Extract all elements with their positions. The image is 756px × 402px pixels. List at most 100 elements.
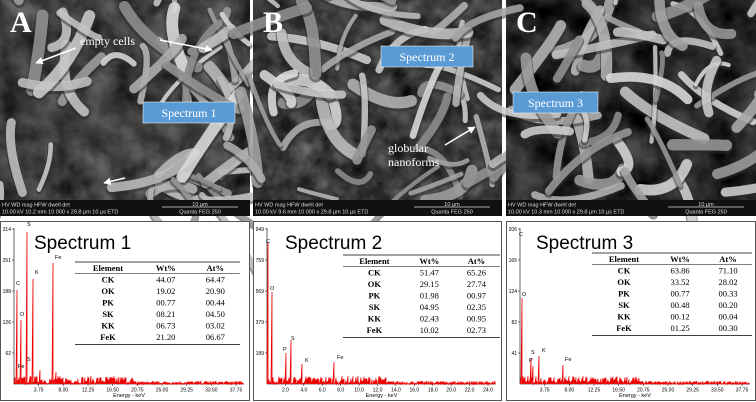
table-cell: 00.95	[467, 314, 486, 324]
fiber	[33, 10, 96, 99]
table-cell: PK	[368, 291, 380, 301]
table-cell: 04.50	[206, 309, 225, 319]
y-tick-label: 82	[511, 320, 517, 326]
table-cell: 33.52	[670, 277, 689, 287]
fiber	[552, 35, 584, 83]
table-header: At%	[719, 254, 736, 264]
fiber	[426, 155, 470, 167]
table-cell: 00.97	[467, 291, 486, 301]
table-cell: 02.35	[467, 302, 486, 312]
table-cell: CK	[102, 275, 115, 285]
fiber	[352, 125, 376, 165]
annotation-arrow	[103, 177, 126, 186]
fiber	[319, 28, 396, 73]
x-tick-label: 22.0	[465, 388, 475, 394]
x-tick-label: 29.25	[686, 388, 699, 394]
scale-label: 10 µm	[698, 202, 714, 208]
table-cell: 64.47	[206, 275, 225, 285]
fiber	[451, 4, 524, 42]
peak-label: K	[305, 358, 309, 364]
fiber	[747, 0, 756, 18]
fiber	[666, 139, 733, 151]
peak-label: S	[531, 350, 535, 356]
table-cell: 27.74	[467, 279, 487, 289]
spectrum: 949 759 569 379 189 2.0 4.0 6.0 8.0 10.0 12.0 14.0 1…	[253, 221, 502, 401]
fiber	[100, 52, 137, 67]
scale-label: 10 µm	[192, 202, 208, 208]
spectrum-trace	[519, 297, 750, 386]
x-tick-label: 16.50	[612, 388, 625, 394]
x-tick-label: 3.75	[34, 388, 44, 394]
instrument: Quanta FEG 250	[431, 210, 473, 216]
info-header: HV WD mag HFW dwell det	[2, 203, 70, 209]
annotation: globular	[388, 141, 428, 155]
peak-label: K	[542, 348, 546, 354]
fiber	[634, 158, 693, 196]
info-values: 10.00 kV 10.2 mm 10 000 x 29.8 µm 10 µs …	[2, 210, 118, 216]
table-cell: CK	[618, 266, 631, 276]
fiber	[137, 42, 150, 105]
peak-label: Fe	[565, 357, 571, 363]
peak-label: P	[529, 358, 533, 364]
fiber	[347, 78, 417, 109]
x-tick-label: 6.0	[319, 388, 326, 394]
x-tick-label: 8.00	[58, 388, 68, 394]
x-tick-label: 12.25	[82, 388, 95, 394]
annotation: nanoforms	[388, 155, 440, 169]
x-axis-label: Energy - keV	[366, 393, 398, 399]
peak-label: O	[270, 286, 275, 292]
table-cell: SK	[369, 302, 381, 312]
peak-label: Fe	[55, 255, 61, 261]
table-cell: 00.33	[718, 289, 737, 299]
fiber	[581, 0, 613, 81]
x-tick-label: 20.75	[637, 388, 650, 394]
table-header: Element	[93, 263, 123, 273]
fiber	[166, 2, 190, 73]
fiber	[414, 92, 452, 152]
table-header: Wt%	[156, 263, 176, 273]
table-cell: FeK	[367, 325, 383, 335]
spectrum-label: Spectrum 1	[162, 106, 217, 120]
fiber	[712, 149, 756, 180]
spectrum: 206 165 124 82 41 3.75 8.00 12.25 16.50 20.75 25.0…	[506, 221, 756, 401]
table-cell: 10.02	[420, 325, 439, 335]
y-tick-label: 379	[256, 320, 265, 326]
fiber	[36, 142, 53, 192]
y-tick-label: 949	[256, 227, 265, 233]
spectrum-title: Spectrum 2	[285, 233, 382, 254]
fiber	[0, 180, 5, 215]
instrument: Quanta FEG 250	[179, 210, 221, 216]
table-cell: 00.77	[156, 298, 175, 308]
fiber	[693, 1, 737, 40]
peak-label: S	[27, 357, 31, 363]
table-cell: 51.47	[420, 268, 439, 278]
x-tick-label: 14.0	[391, 388, 401, 394]
panel: A Spectrum 1 empty cells HV WD mag HFW dwel…	[0, 0, 322, 401]
table-cell: 21.20	[156, 332, 175, 342]
table-cell: KK	[617, 312, 631, 322]
table-cell: 04.95	[420, 302, 439, 312]
spectrum: 314 251 188 126 62 3.75 8.00 12.25 16.50 20.75 25.…	[0, 221, 250, 401]
table-cell: 71.10	[718, 266, 737, 276]
fiber	[207, 7, 251, 87]
peak-label: O	[20, 312, 25, 318]
fiber	[129, 33, 187, 94]
table-cell: 06.67	[206, 332, 225, 342]
fiber	[5, 118, 27, 197]
panel-label: C	[516, 6, 538, 39]
x-tick-label: 16.50	[106, 388, 119, 394]
fiber	[452, 32, 472, 107]
sem-image	[222, 0, 587, 234]
info-values: 10.00 kV 9.6 mm 10 000 x 29.8 µm 10 µs E…	[255, 210, 368, 216]
x-tick-label: 25.00	[156, 388, 169, 394]
panel: C Spectrum 3 HV WD mag HFW dwell det10.00 …	[450, 0, 756, 401]
table-cell: KK	[101, 321, 115, 331]
table-cell: 44.07	[156, 275, 175, 285]
fiber	[731, 90, 756, 133]
peak-label: O	[522, 292, 527, 298]
info-header: HV WD mag HFW dwell det	[508, 203, 576, 209]
